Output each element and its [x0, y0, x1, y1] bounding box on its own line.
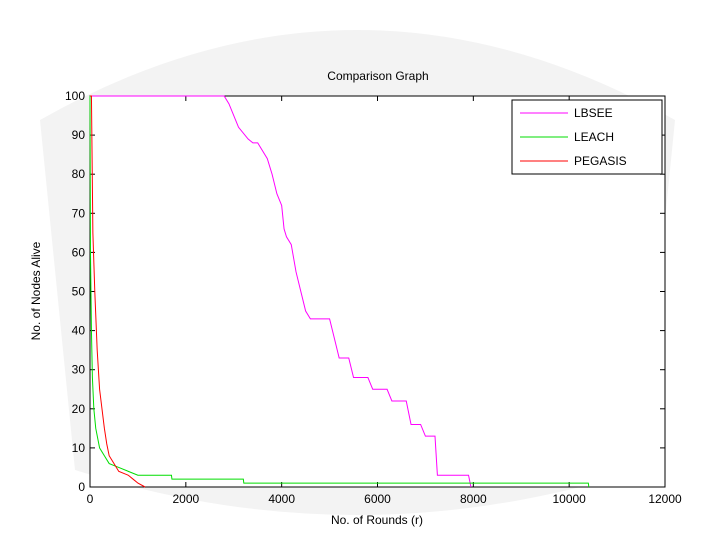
series-line: [90, 95, 146, 488]
y-tick-label: 40: [72, 324, 86, 338]
y-tick-label: 80: [72, 167, 86, 181]
legend-label: LEACH: [574, 130, 614, 144]
chart-title: Comparison Graph: [327, 69, 428, 83]
y-tick-label: 90: [72, 128, 86, 142]
x-tick-label: 6000: [364, 492, 391, 506]
y-tick-label: 0: [78, 480, 85, 494]
legend-label: PEGASIS: [574, 154, 627, 168]
x-tick-label: 0: [87, 492, 94, 506]
y-tick-label: 30: [72, 363, 86, 377]
y-axis-label: No. of Nodes Alive: [29, 241, 43, 340]
x-axis-label: No. of Rounds (r): [331, 513, 423, 527]
x-tick-label: 8000: [460, 492, 487, 506]
y-tick-label: 100: [65, 89, 85, 103]
y-tick-label: 50: [72, 285, 86, 299]
legend-label: LBSEE: [574, 106, 613, 120]
y-tick-label: 70: [72, 206, 86, 220]
x-tick-label: 4000: [268, 492, 295, 506]
series-line: [90, 95, 472, 488]
x-tick-label: 2000: [172, 492, 199, 506]
y-tick-label: 20: [72, 402, 86, 416]
x-tick-label: 12000: [648, 492, 682, 506]
y-tick-label: 10: [72, 441, 86, 455]
x-tick-label: 10000: [552, 492, 586, 506]
series-line: [89, 95, 590, 488]
y-tick-label: 60: [72, 245, 86, 259]
